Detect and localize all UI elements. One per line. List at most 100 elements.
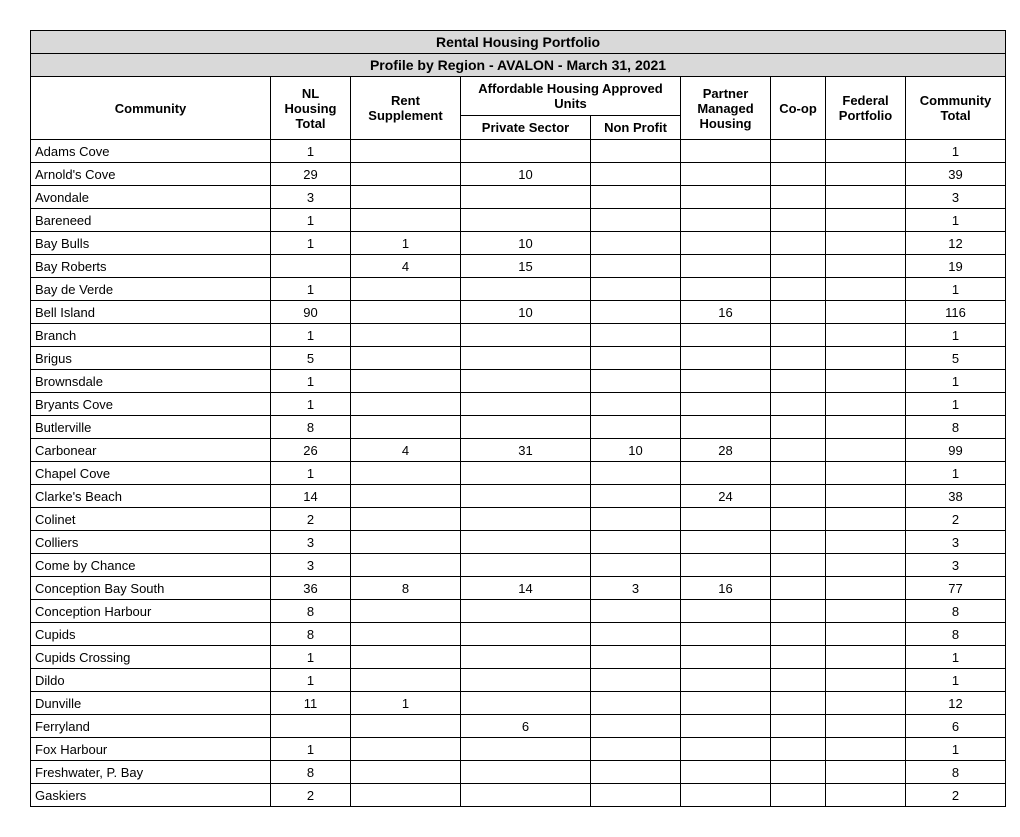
value-cell: 1 [271,278,351,301]
value-cell [351,623,461,646]
value-cell [771,301,826,324]
col-header-non-profit: Non Profit [591,116,681,140]
value-cell [681,347,771,370]
value-cell [771,209,826,232]
community-name: Clarke's Beach [31,485,271,508]
value-cell [681,669,771,692]
value-cell: 11 [271,692,351,715]
value-cell [681,554,771,577]
value-cell [351,324,461,347]
value-cell: 8 [906,623,1006,646]
value-cell [771,669,826,692]
value-cell: 3 [906,554,1006,577]
community-name: Branch [31,324,271,347]
value-cell: 3 [271,554,351,577]
table-row: Bay Roberts41519 [31,255,1006,278]
value-cell: 10 [591,439,681,462]
table-row: Ferryland66 [31,715,1006,738]
value-cell: 2 [906,784,1006,807]
value-cell: 4 [351,439,461,462]
col-header-coop: Co-op [771,77,826,140]
table-row: Avondale33 [31,186,1006,209]
value-cell: 1 [351,232,461,255]
community-name: Bryants Cove [31,393,271,416]
value-cell: 1 [906,209,1006,232]
value-cell [591,761,681,784]
value-cell: 8 [351,577,461,600]
value-cell [771,255,826,278]
value-cell [351,140,461,163]
value-cell [826,485,906,508]
value-cell [591,232,681,255]
value-cell [591,301,681,324]
table-row: Conception Bay South3681431677 [31,577,1006,600]
value-cell: 15 [461,255,591,278]
value-cell [351,186,461,209]
value-cell [591,347,681,370]
table-row: Brigus55 [31,347,1006,370]
value-cell: 31 [461,439,591,462]
value-cell: 1 [906,738,1006,761]
value-cell: 1 [271,370,351,393]
value-cell: 1 [906,140,1006,163]
col-header-rent-supplement: Rent Supplement [351,77,461,140]
value-cell [591,738,681,761]
value-cell [771,623,826,646]
value-cell [591,209,681,232]
value-cell [826,232,906,255]
value-cell [591,623,681,646]
value-cell [771,439,826,462]
value-cell: 10 [461,301,591,324]
value-cell [771,784,826,807]
community-name: Conception Harbour [31,600,271,623]
value-cell: 24 [681,485,771,508]
table-row: Freshwater, P. Bay88 [31,761,1006,784]
value-cell [591,531,681,554]
value-cell [826,623,906,646]
community-name: Bell Island [31,301,271,324]
community-name: Colinet [31,508,271,531]
community-name: Freshwater, P. Bay [31,761,271,784]
table-row: Cupids Crossing11 [31,646,1006,669]
value-cell [461,600,591,623]
value-cell [591,600,681,623]
value-cell: 1 [906,646,1006,669]
col-header-community-total: Community Total [906,77,1006,140]
value-cell [351,278,461,301]
value-cell [591,278,681,301]
value-cell [461,324,591,347]
col-header-private-sector: Private Sector [461,116,591,140]
value-cell [771,600,826,623]
community-name: Dunville [31,692,271,715]
value-cell: 2 [906,508,1006,531]
value-cell [826,508,906,531]
value-cell [771,416,826,439]
value-cell: 6 [461,715,591,738]
value-cell [591,692,681,715]
value-cell [351,393,461,416]
value-cell [681,600,771,623]
value-cell [826,439,906,462]
value-cell [681,232,771,255]
table-row: Brownsdale11 [31,370,1006,393]
value-cell [591,646,681,669]
community-name: Dildo [31,669,271,692]
value-cell [826,600,906,623]
value-cell [681,623,771,646]
value-cell [681,462,771,485]
value-cell [591,485,681,508]
value-cell: 8 [271,623,351,646]
value-cell: 8 [271,416,351,439]
value-cell [591,140,681,163]
value-cell [351,600,461,623]
value-cell [771,531,826,554]
value-cell: 6 [906,715,1006,738]
value-cell: 5 [271,347,351,370]
table-row: Bay Bulls111012 [31,232,1006,255]
value-cell [461,278,591,301]
value-cell: 26 [271,439,351,462]
value-cell: 8 [906,600,1006,623]
table-row: Adams Cove11 [31,140,1006,163]
col-header-affordable: Affordable Housing Approved Units [461,77,681,116]
value-cell [826,163,906,186]
